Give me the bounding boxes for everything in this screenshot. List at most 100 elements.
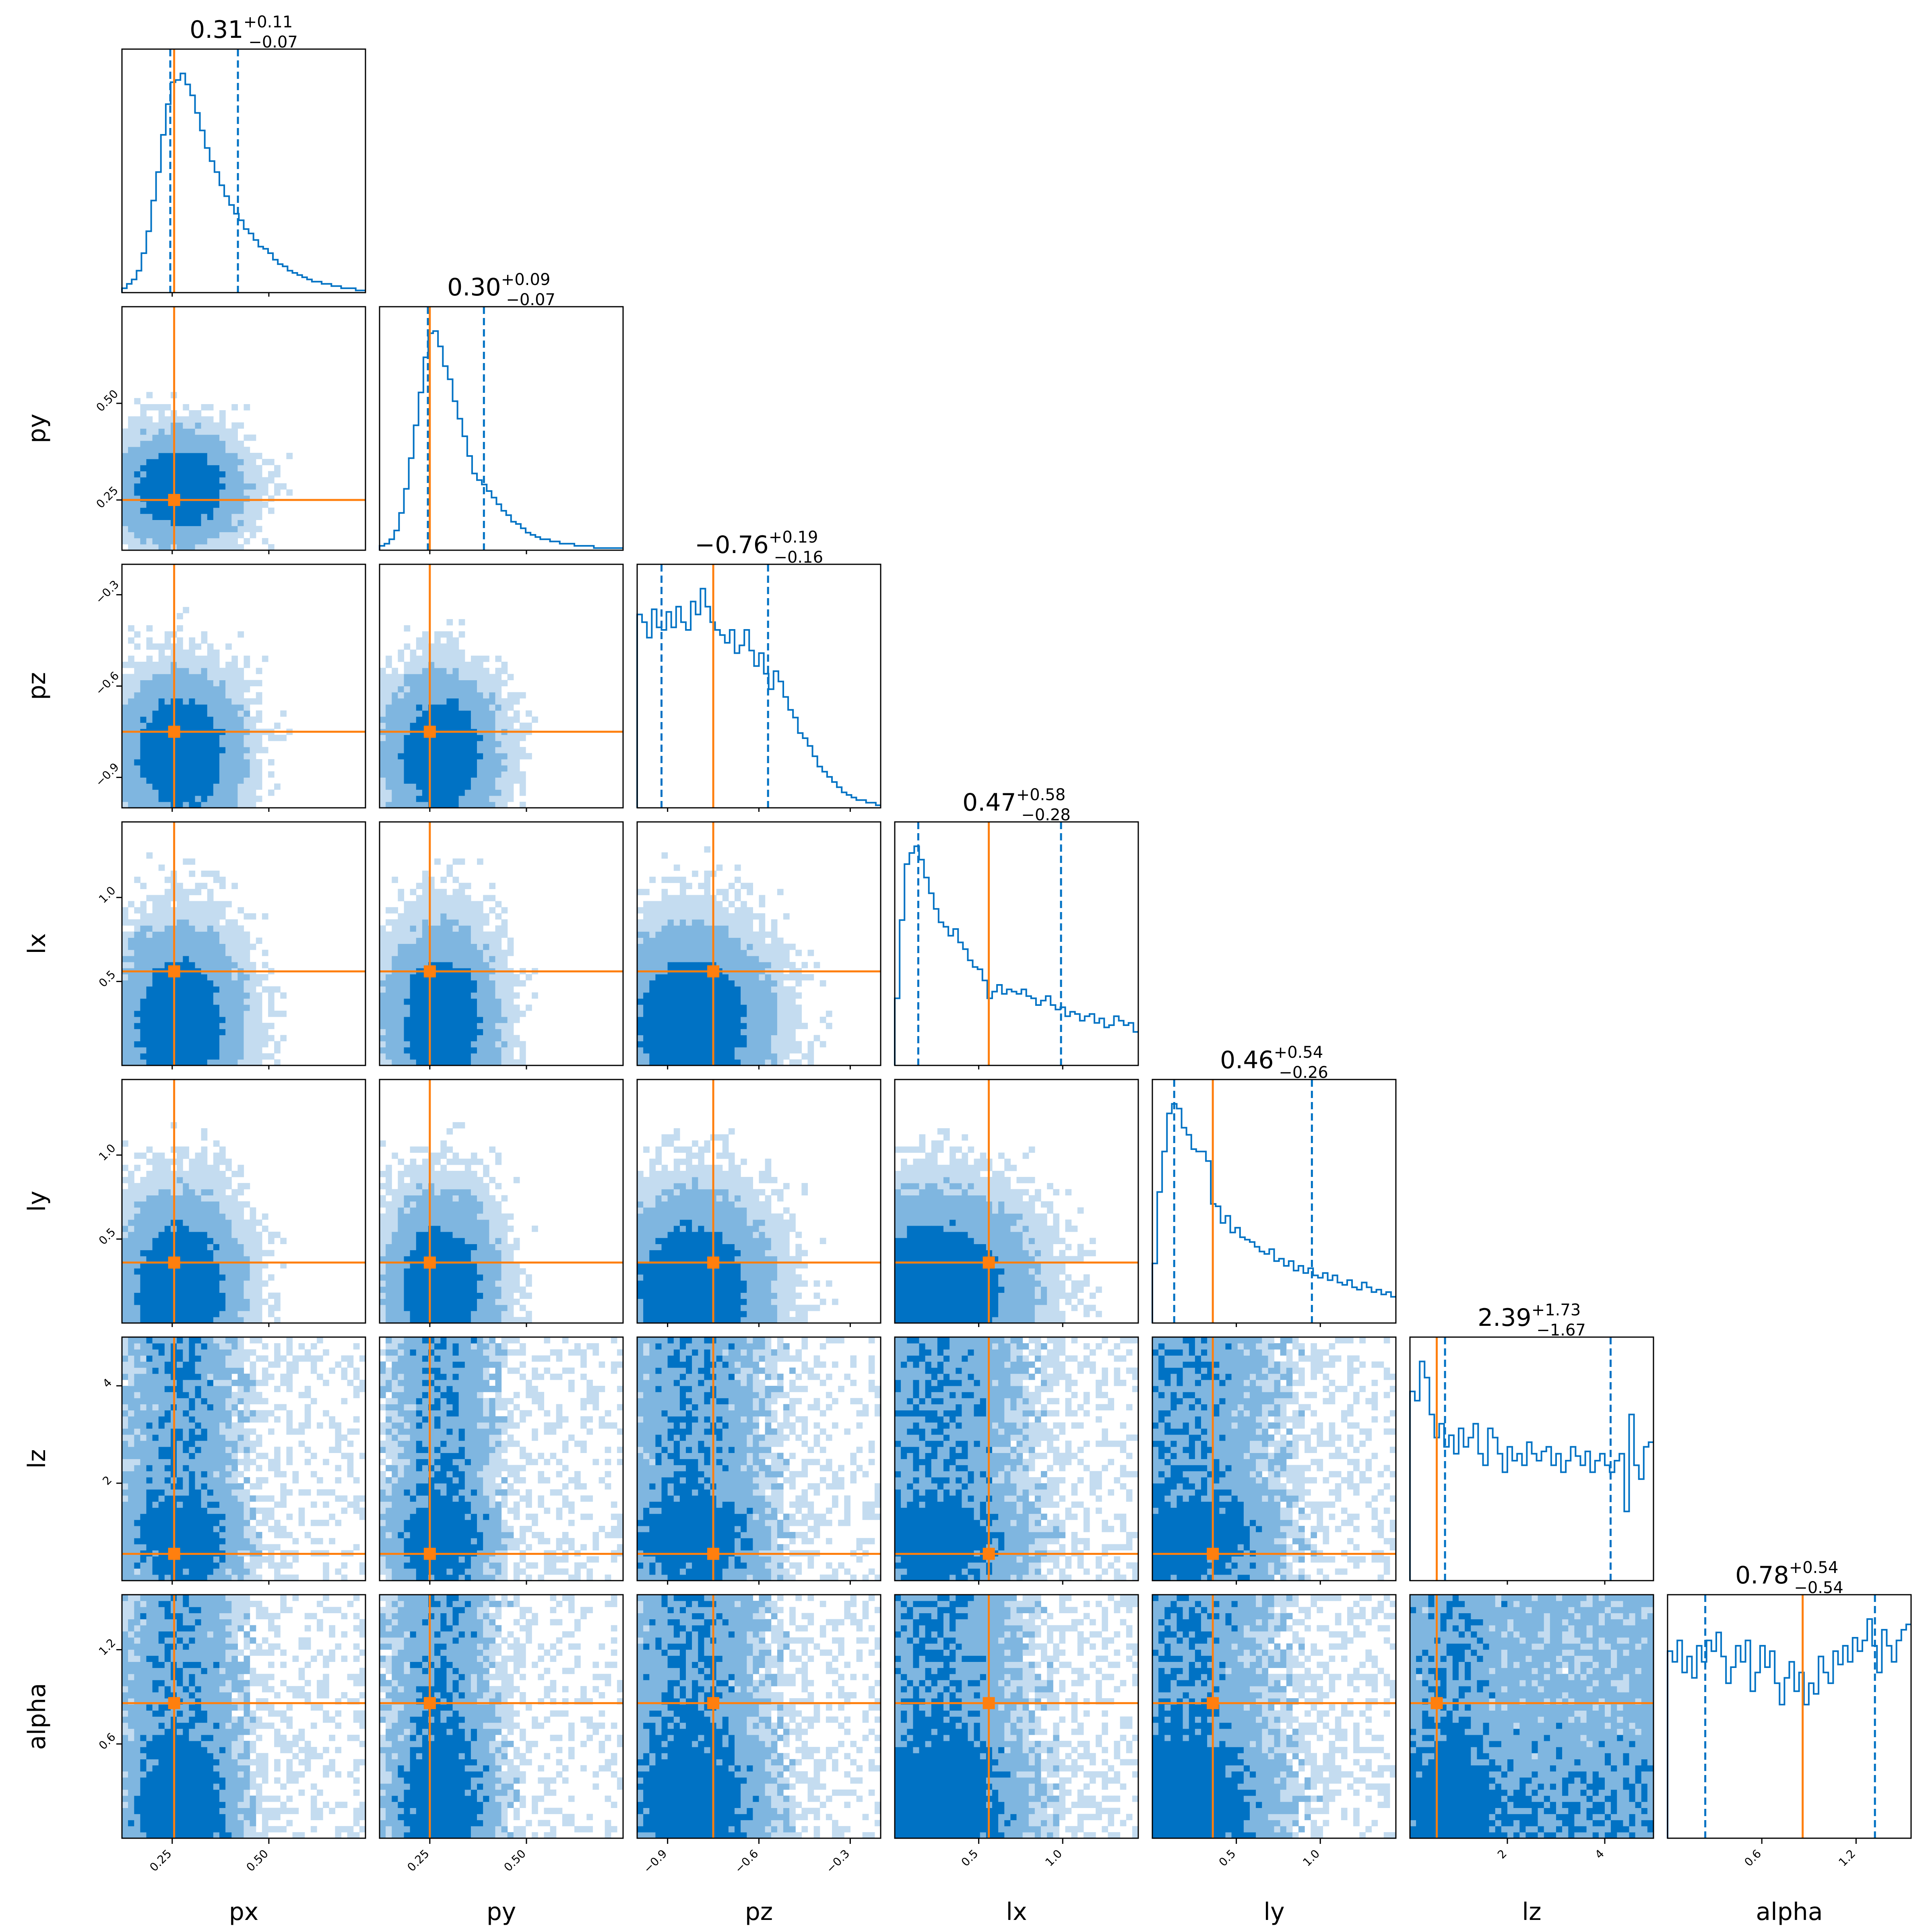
density-cell bbox=[262, 1029, 268, 1035]
density-cell bbox=[458, 1158, 465, 1165]
density-cell bbox=[219, 877, 226, 883]
density-cell bbox=[146, 532, 153, 539]
density-cell bbox=[213, 1256, 220, 1263]
density-cell bbox=[410, 735, 417, 741]
density-cell bbox=[513, 1298, 520, 1305]
density-cell bbox=[410, 1029, 417, 1035]
density-cell bbox=[177, 901, 183, 908]
density-cell bbox=[231, 1170, 238, 1177]
density-cell bbox=[440, 931, 447, 938]
density-cell bbox=[134, 801, 140, 808]
density-cell bbox=[152, 668, 159, 674]
density-cell bbox=[507, 974, 514, 980]
density-cell bbox=[207, 1053, 214, 1060]
density-cell bbox=[464, 680, 471, 687]
density-cell bbox=[219, 741, 226, 747]
density-cell bbox=[483, 1244, 489, 1251]
density-cell bbox=[649, 1274, 656, 1281]
density-cell bbox=[183, 446, 189, 453]
density-cell bbox=[177, 471, 183, 478]
density-cell bbox=[477, 759, 483, 766]
density-cell bbox=[753, 1023, 760, 1029]
density-cell bbox=[813, 962, 820, 968]
density-cell bbox=[213, 1244, 220, 1251]
density-cell bbox=[189, 710, 196, 717]
density-cell bbox=[661, 852, 668, 859]
density-cell bbox=[286, 489, 293, 496]
density-cell bbox=[140, 704, 147, 711]
density-cell bbox=[250, 1059, 256, 1065]
density-cell bbox=[152, 1047, 159, 1054]
density-cell bbox=[434, 795, 441, 802]
density-cell bbox=[164, 889, 171, 896]
density-cell bbox=[410, 1226, 417, 1232]
density-cell bbox=[225, 1164, 232, 1171]
density-cell bbox=[477, 789, 483, 796]
density-cell bbox=[416, 710, 423, 717]
density-cell bbox=[237, 1256, 244, 1263]
density-cell bbox=[783, 913, 790, 920]
density-cell bbox=[483, 1280, 489, 1287]
density-cell bbox=[673, 974, 680, 980]
density-cell bbox=[201, 1298, 208, 1305]
density-cell bbox=[495, 771, 502, 778]
density-cell bbox=[195, 489, 202, 496]
density-cell bbox=[380, 741, 386, 747]
density-cell bbox=[722, 980, 729, 987]
density-cell bbox=[513, 1274, 520, 1281]
density-cell bbox=[483, 1226, 489, 1232]
density-cell bbox=[244, 1004, 250, 1011]
density-cell bbox=[679, 992, 686, 999]
density-cell bbox=[231, 943, 238, 950]
density-cell bbox=[140, 459, 147, 465]
density-cell bbox=[146, 1274, 153, 1281]
density-cell bbox=[207, 901, 214, 908]
density-cell bbox=[213, 931, 220, 938]
density-cell bbox=[483, 1305, 489, 1311]
density-cell bbox=[201, 783, 208, 790]
density-cell bbox=[735, 1023, 741, 1029]
density-cell bbox=[219, 1292, 226, 1299]
density-cell bbox=[741, 901, 747, 908]
density-cell bbox=[164, 937, 171, 944]
density-cell bbox=[747, 919, 753, 926]
density-cell bbox=[152, 943, 159, 950]
density-cell bbox=[201, 680, 208, 687]
density-cell bbox=[741, 931, 747, 938]
density-cell bbox=[507, 1274, 514, 1281]
density-cell bbox=[146, 992, 153, 999]
density-cell bbox=[477, 901, 483, 908]
density-cell bbox=[177, 434, 183, 441]
density-cell bbox=[177, 795, 183, 802]
density-cell bbox=[777, 1041, 784, 1048]
density-cell bbox=[507, 980, 514, 987]
density-cell bbox=[225, 1010, 232, 1017]
density-cell bbox=[495, 753, 502, 760]
density-cell bbox=[152, 735, 159, 741]
density-cell bbox=[495, 668, 502, 674]
density-cell bbox=[183, 1262, 189, 1269]
density-cell bbox=[386, 1238, 392, 1244]
density-cell bbox=[667, 992, 674, 999]
density-cell bbox=[741, 937, 747, 944]
density-cell bbox=[483, 943, 489, 950]
density-cell bbox=[201, 871, 208, 877]
density-cell bbox=[679, 943, 686, 950]
density-cell bbox=[686, 883, 692, 889]
density-cell bbox=[404, 925, 411, 932]
density-cell bbox=[489, 1035, 495, 1042]
density-cell bbox=[134, 1164, 140, 1171]
density-cell bbox=[207, 765, 214, 772]
density-cell bbox=[128, 949, 134, 956]
density-cell bbox=[207, 1035, 214, 1042]
density-cell bbox=[164, 1207, 171, 1214]
density-cell bbox=[134, 1262, 140, 1269]
density-cell bbox=[398, 765, 405, 772]
density-cell bbox=[422, 1010, 429, 1017]
density-cell bbox=[183, 1298, 189, 1305]
density-cell bbox=[134, 1053, 140, 1060]
density-cell bbox=[422, 877, 429, 883]
density-cell bbox=[398, 998, 405, 1005]
density-cell bbox=[655, 1280, 662, 1287]
density-cell bbox=[410, 680, 417, 687]
